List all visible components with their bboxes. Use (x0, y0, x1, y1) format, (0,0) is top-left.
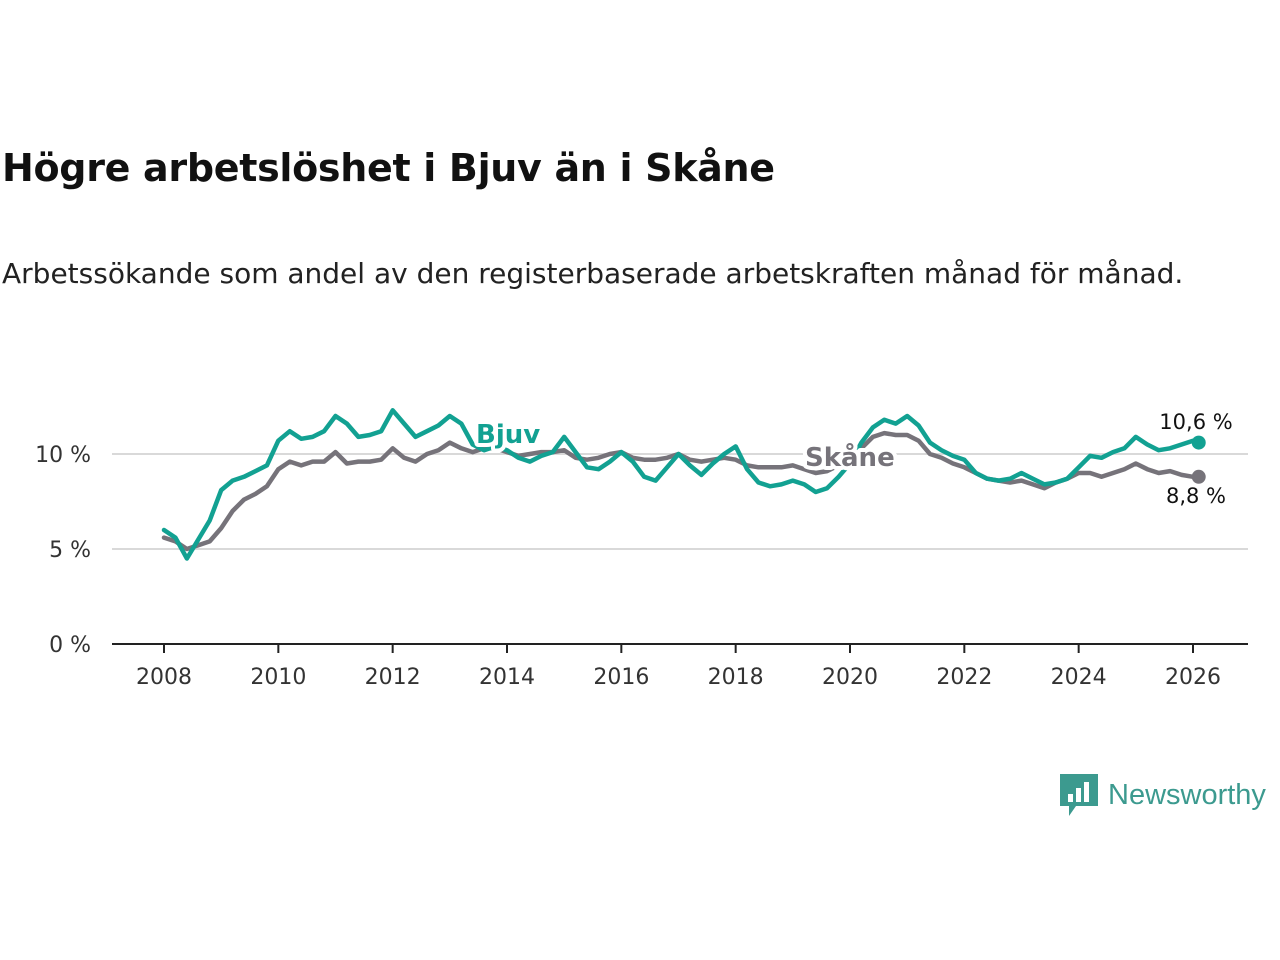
x-tick-label: 2014 (479, 665, 535, 690)
x-axis: 2008 2010 2012 2014 2016 2018 2020 2022 2024 2026 (112, 643, 1248, 690)
end-label-bjuv: 10,6 % (1159, 410, 1232, 434)
y-tick-label: 10 % (35, 443, 91, 468)
x-tick-label: 2012 (365, 665, 421, 690)
newsworthy-logo-icon (1060, 774, 1098, 816)
x-tick-label: 2010 (250, 665, 306, 690)
series-line-skåne (161, 430, 1201, 552)
y-tick-label: 0 % (49, 633, 91, 658)
newsworthy-logo: Newsworthy (1058, 772, 1266, 818)
y-axis: 0 % 5 % 10 % (35, 443, 91, 658)
series-label-bjuv-halo: Bjuv (476, 420, 540, 450)
chart-title: Högre arbetslöshet i Bjuv än i Skåne (2, 146, 775, 190)
x-tick-label: 2016 (593, 665, 649, 690)
end-point (1191, 435, 1206, 450)
series-line-bjuv (161, 408, 1201, 561)
chart-subtitle: Arbetssökande som andel av den registerb… (2, 257, 1184, 290)
x-tick-label: 2024 (1051, 665, 1107, 690)
series-label-skane: Skåne (805, 441, 895, 473)
series-label-bjuv: Bjuv (476, 420, 540, 450)
newsworthy-logo-text: Newsworthy (1108, 778, 1266, 811)
x-tick-label: 2026 (1165, 665, 1221, 690)
series-label-skane-halo: Skåne (805, 441, 895, 473)
end-point (1191, 469, 1206, 484)
x-tick-label: 2018 (708, 665, 764, 690)
end-label-skane: 8,8 % (1166, 484, 1226, 508)
x-tick-label: 2022 (936, 665, 992, 690)
x-tick-label: 2008 (136, 665, 192, 690)
x-tick-label: 2020 (822, 665, 878, 690)
series-lines (161, 408, 1206, 561)
y-tick-label: 5 % (49, 538, 91, 563)
